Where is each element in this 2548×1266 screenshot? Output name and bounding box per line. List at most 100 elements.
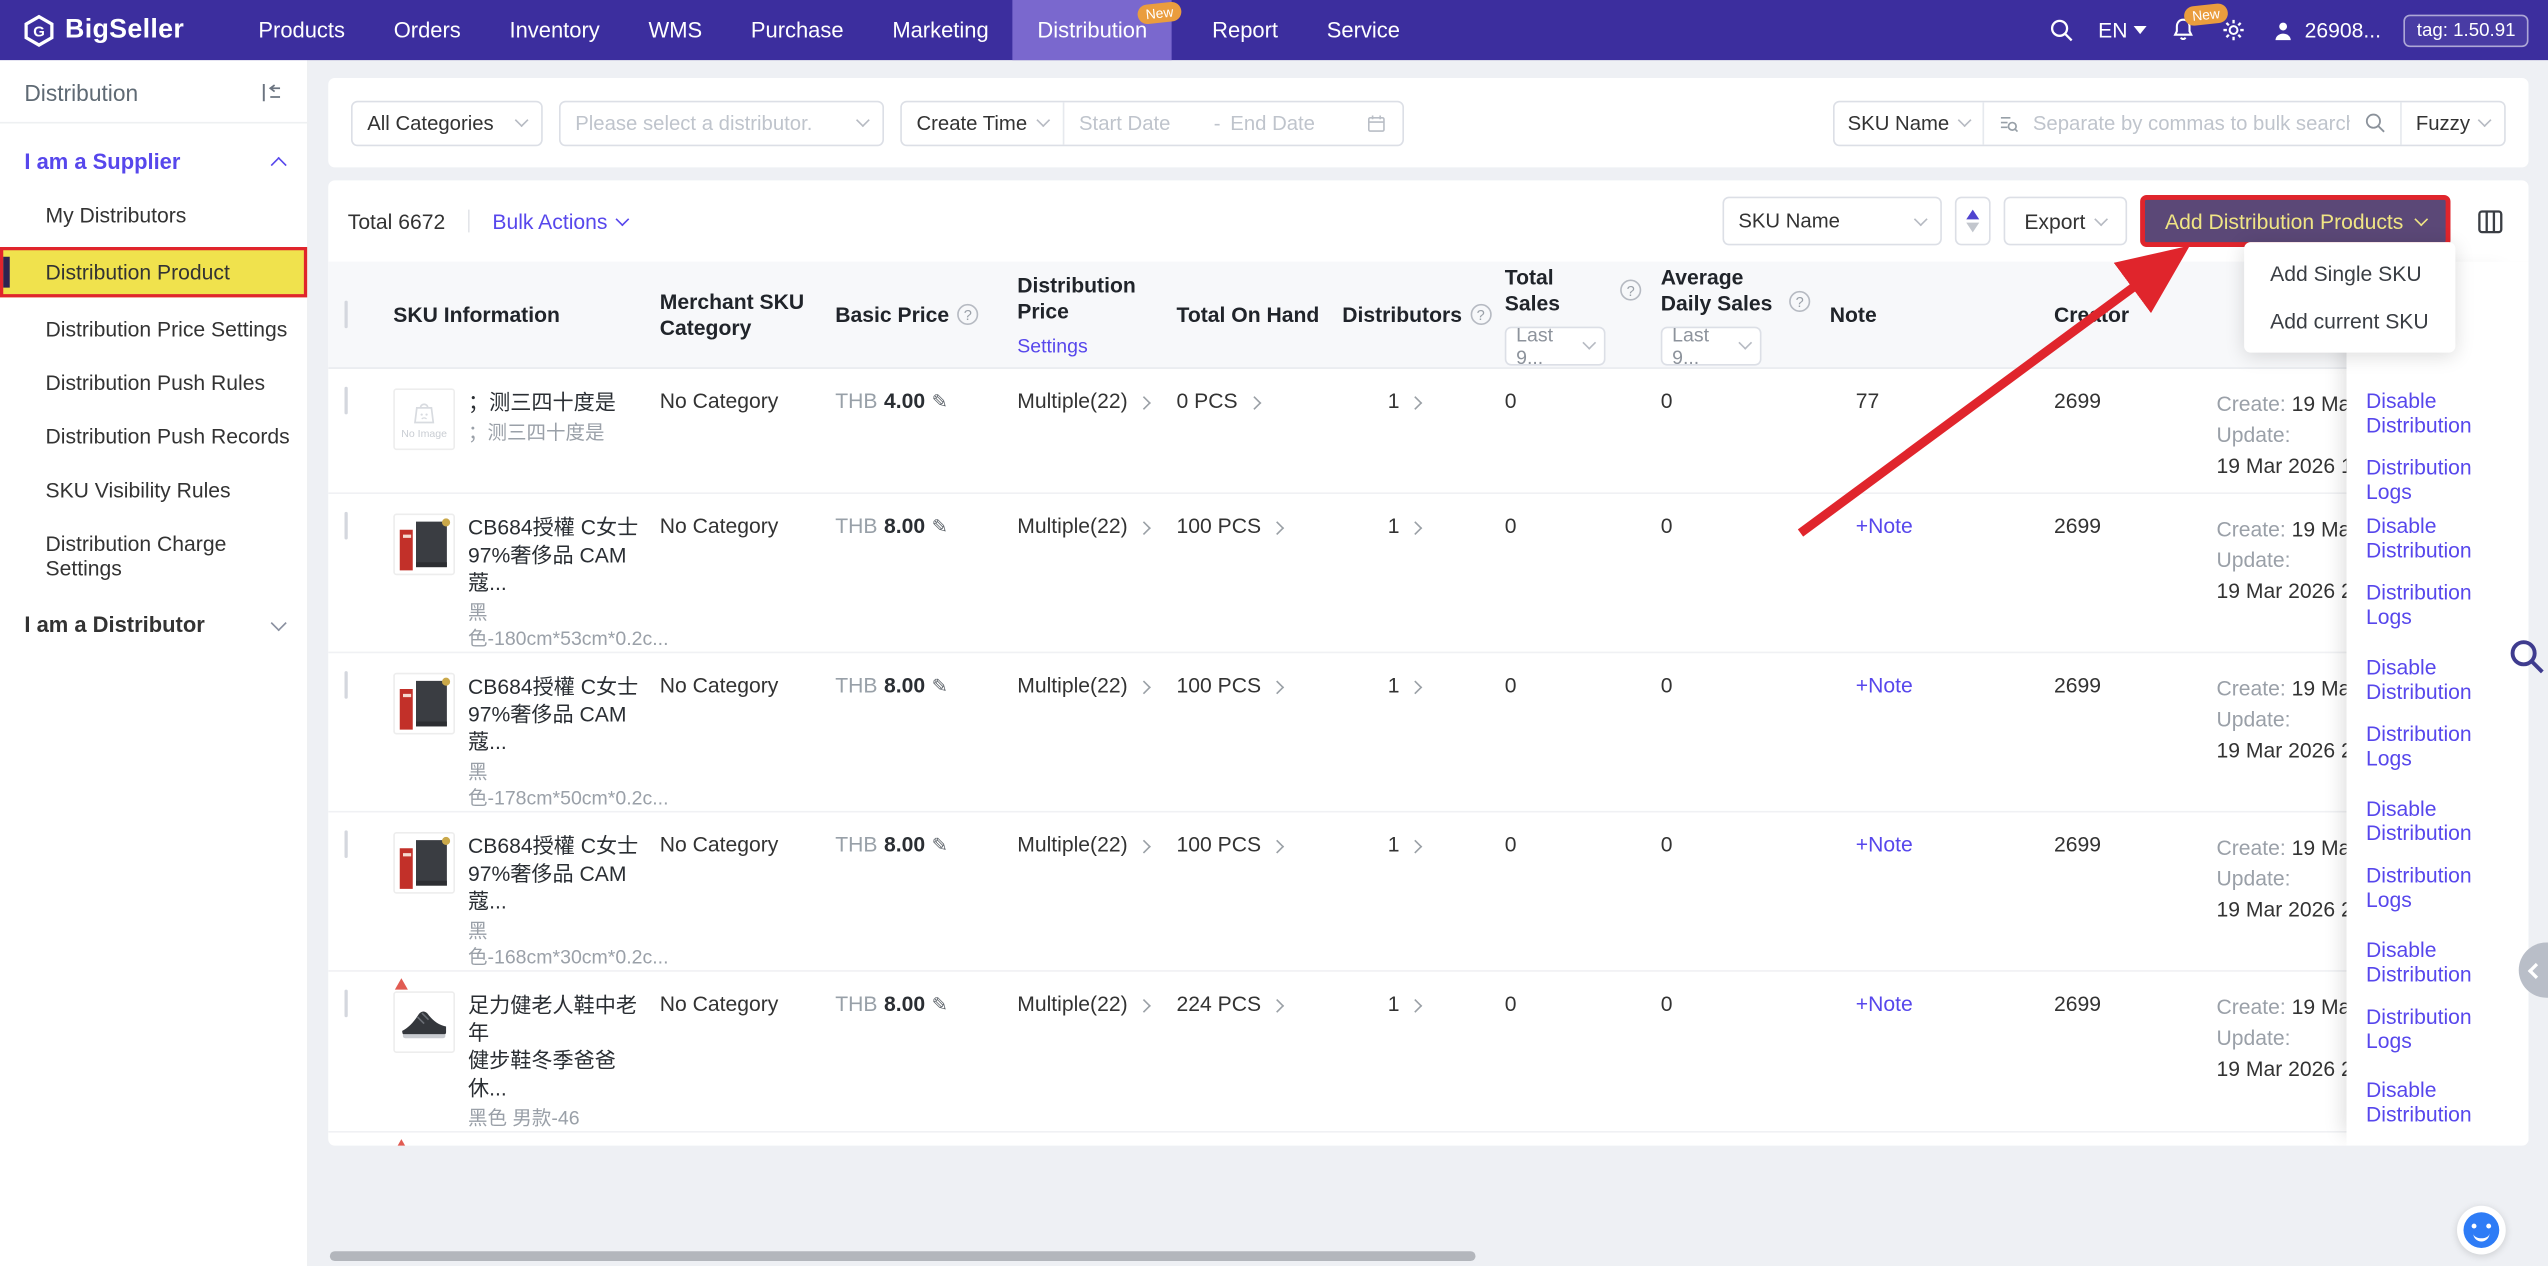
horizontal-scrollbar[interactable] [330, 1251, 1476, 1261]
nav-item-marketing[interactable]: Marketing [868, 0, 1013, 60]
distribution-logs-link[interactable]: Distribution Logs [2366, 722, 2519, 771]
add-note-link[interactable]: +Note [1856, 673, 1913, 697]
cell-distributors[interactable]: 1 [1323, 653, 1486, 811]
language-selector[interactable]: EN [2098, 18, 2147, 42]
cell-distribution-price[interactable]: Multiple(22) [998, 1133, 1157, 1146]
bulk-search-input[interactable] [2030, 110, 2353, 136]
sidebar-item-sku-visibility-rules[interactable]: SKU Visibility Rules [0, 465, 307, 515]
row-checkbox[interactable] [345, 512, 348, 540]
row-checkbox[interactable] [345, 671, 348, 699]
product-image[interactable] [393, 673, 455, 735]
match-mode-select[interactable]: Fuzzy [2401, 102, 2504, 144]
sidebar-item-distribution-product[interactable]: Distribution Product [0, 247, 307, 297]
distribution-logs-link[interactable]: Distribution Logs [2366, 580, 2519, 629]
menu-item-add-current-sku[interactable]: Add current SKU [2244, 297, 2455, 344]
cell-total-on-hand[interactable]: 0 PCS [1157, 369, 1323, 493]
nav-item-products[interactable]: Products [234, 0, 369, 60]
cell-total-on-hand[interactable]: 224 PCS [1157, 972, 1323, 1131]
product-image[interactable] [393, 514, 455, 576]
cell-distributors[interactable]: 1 [1323, 369, 1486, 493]
cell-total-on-hand[interactable]: 224 PCS [1157, 1133, 1323, 1146]
cell-distribution-price[interactable]: Multiple(22) [998, 653, 1157, 811]
total-sales-range-select[interactable]: Last 9... [1505, 326, 1606, 365]
product-title[interactable]: CB684授權 C女士97%奢侈品 CAM蔻... [468, 514, 640, 597]
nav-item-report[interactable]: Report [1188, 0, 1303, 60]
edit-price-icon[interactable]: ✎ [932, 674, 948, 697]
cell-distribution-price[interactable]: Multiple(22) [998, 813, 1157, 971]
chat-support-button[interactable] [2457, 1206, 2506, 1255]
add-distribution-products-button[interactable]: Add Distribution Products [2141, 195, 2451, 247]
nav-item-wms[interactable]: WMS [624, 0, 726, 60]
distribution-logs-link[interactable]: Distribution Logs [2366, 455, 2519, 504]
row-checkbox[interactable] [345, 387, 348, 415]
category-select[interactable]: All Categories [351, 100, 543, 146]
product-title[interactable]: CB684授權 C女士97%奢侈品 CAM蔻... [468, 673, 640, 756]
cell-distributors[interactable]: 1 [1323, 972, 1486, 1131]
help-icon[interactable]: ? [1789, 291, 1810, 312]
cell-distribution-price[interactable]: Multiple(22) [998, 972, 1157, 1131]
select-all-checkbox[interactable] [345, 301, 348, 329]
floating-magnifier-icon[interactable] [2507, 637, 2546, 681]
avg-daily-sales-range-select[interactable]: Last 9... [1661, 326, 1762, 365]
add-note-link[interactable]: +Note [1856, 991, 1913, 1015]
distribution-logs-link[interactable]: Distribution Logs [2366, 863, 2519, 912]
menu-item-add-single-sku[interactable]: Add Single SKU [2244, 250, 2455, 297]
time-type-select[interactable]: Create Time [902, 102, 1065, 144]
product-image[interactable] [393, 832, 455, 894]
sidebar-item-distribution-push-records[interactable]: Distribution Push Records [0, 411, 307, 461]
sort-field-select[interactable]: SKU Name [1722, 197, 1941, 246]
disable-distribution-link[interactable]: Disable Distribution [2366, 796, 2519, 845]
help-icon[interactable]: ? [1620, 280, 1641, 301]
bulk-actions-dropdown[interactable]: Bulk Actions [492, 209, 627, 233]
edit-price-icon[interactable]: ✎ [932, 515, 948, 538]
row-checkbox[interactable] [345, 990, 348, 1018]
cell-distribution-price[interactable]: Multiple(22) [998, 494, 1157, 652]
product-image[interactable] [393, 991, 455, 1053]
search-icon[interactable] [2362, 111, 2386, 135]
cell-distributors[interactable]: 1 [1323, 813, 1486, 971]
help-icon[interactable]: ? [957, 304, 978, 325]
cell-total-on-hand[interactable]: 100 PCS [1157, 813, 1323, 971]
user-account[interactable]: 26908... [2271, 17, 2382, 43]
distribution-price-settings-link[interactable]: Settings [1017, 334, 1157, 357]
cell-total-on-hand[interactable]: 100 PCS [1157, 653, 1323, 811]
nav-item-service[interactable]: Service [1302, 0, 1424, 60]
distribution-logs-link[interactable]: Distribution Logs [2366, 1004, 2519, 1053]
sidebar-item-distribution-push-rules[interactable]: Distribution Push Rules [0, 358, 307, 408]
distributor-select[interactable]: Please select a distributor. [559, 100, 884, 146]
disable-distribution-link[interactable]: Disable Distribution [2366, 388, 2519, 437]
product-title[interactable]: CB684授權 C女士97%奢侈品 CAM蔻... [468, 832, 640, 915]
sidebar-collapse-icon[interactable] [258, 80, 284, 106]
settings-gear-icon[interactable] [2220, 16, 2248, 44]
column-settings-icon[interactable] [2470, 202, 2509, 241]
disable-distribution-link[interactable]: Disable Distribution [2366, 655, 2519, 704]
sidebar-item-my-distributors[interactable]: My Distributors [0, 190, 307, 240]
disable-distribution-link[interactable]: Disable Distribution [2366, 938, 2519, 987]
date-range-input[interactable]: Start Date - End Date [1064, 111, 1402, 134]
sidebar-item-distribution-charge-settings[interactable]: Distribution Charge Settings [0, 518, 307, 593]
nav-item-inventory[interactable]: Inventory [485, 0, 624, 60]
product-title[interactable]: 足力健老人鞋中老年健步鞋冬季爸爸休... [468, 991, 640, 1102]
product-image[interactable]: No Image [393, 388, 455, 450]
cell-distributors[interactable]: 1 [1323, 494, 1486, 652]
edit-price-icon[interactable]: ✎ [932, 834, 948, 857]
bigseller-logo[interactable]: G BigSeller [0, 14, 211, 47]
row-checkbox[interactable] [345, 830, 348, 858]
sort-direction-toggle[interactable] [1954, 197, 1990, 246]
disable-distribution-link[interactable]: Disable Distribution [2366, 1077, 2519, 1126]
search-field-select[interactable]: SKU Name [1835, 102, 1985, 144]
disable-distribution-link[interactable]: Disable Distribution [2366, 514, 2519, 563]
notification-bell-icon[interactable]: New [2170, 16, 2198, 44]
nav-item-purchase[interactable]: Purchase [727, 0, 868, 60]
cell-distribution-price[interactable]: Multiple(22) [998, 369, 1157, 493]
search-icon[interactable] [2048, 16, 2076, 44]
cell-distributors[interactable]: 1 [1323, 1133, 1486, 1146]
edit-price-icon[interactable]: ✎ [932, 390, 948, 413]
edit-price-icon[interactable]: ✎ [932, 993, 948, 1016]
sidebar-section-distributor[interactable]: I am a Distributor [0, 596, 307, 650]
product-title[interactable]: ；测三四十度是 [468, 388, 616, 416]
nav-item-orders[interactable]: Orders [369, 0, 485, 60]
add-note-link[interactable]: +Note [1856, 514, 1913, 538]
sidebar-section-supplier[interactable]: I am a Supplier [0, 133, 307, 187]
distribution-logs-link[interactable]: Distribution Logs [2366, 1144, 2519, 1146]
